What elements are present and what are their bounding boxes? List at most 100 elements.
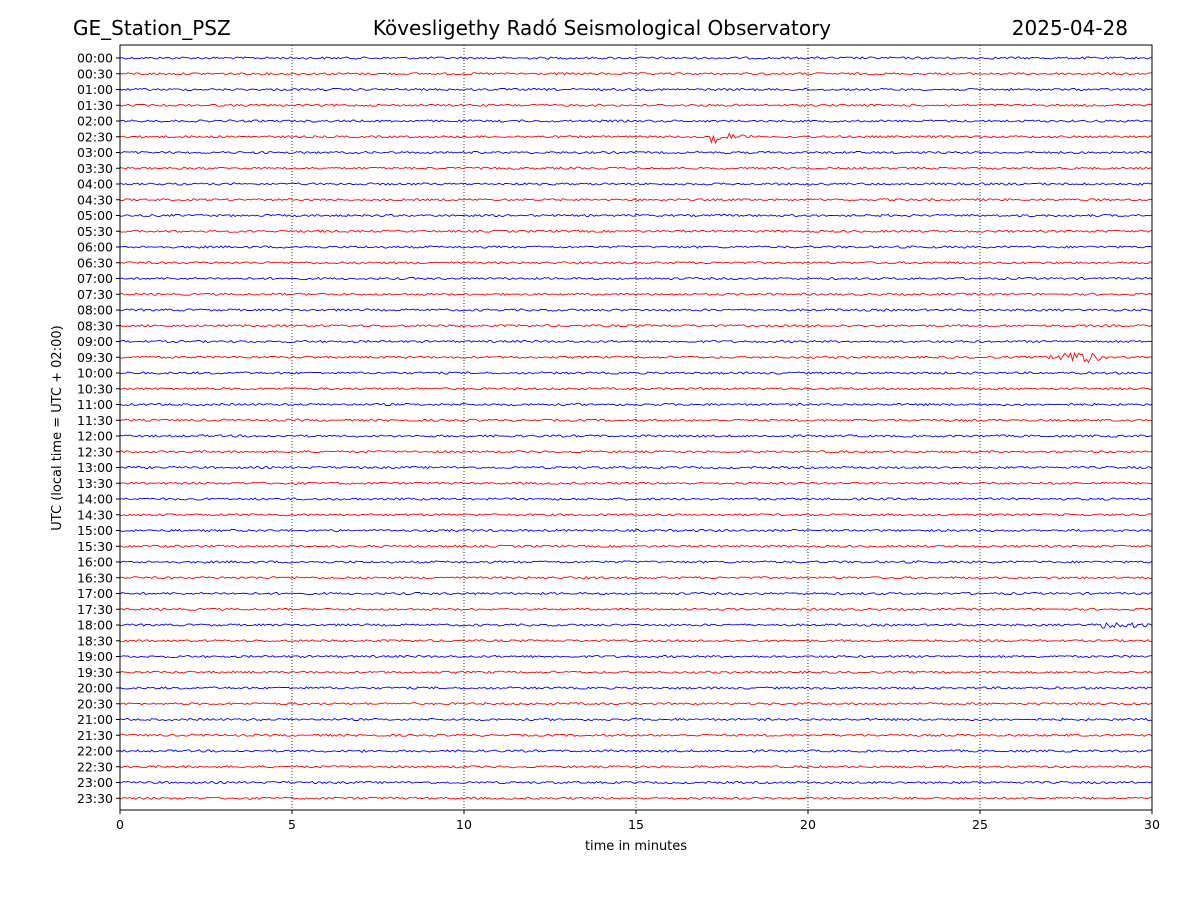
trace-row-1830 xyxy=(119,639,1152,643)
y-tick-label: 17:30 xyxy=(77,602,113,617)
y-tick-label: 10:30 xyxy=(77,381,113,396)
x-axis-label: time in minutes xyxy=(585,839,687,854)
trace-row-0500 xyxy=(120,213,1153,218)
y-tick-label: 13:30 xyxy=(77,476,113,491)
trace-row-1600 xyxy=(119,560,1153,564)
trace-row-2300 xyxy=(119,780,1153,785)
trace-row-1930 xyxy=(119,670,1153,674)
y-tick-label: 22:00 xyxy=(77,744,113,759)
trace-row-1700 xyxy=(119,591,1153,596)
y-tick-label: 06:00 xyxy=(77,240,113,255)
trace-row-0830 xyxy=(119,324,1153,328)
trace-row-1430 xyxy=(119,513,1153,517)
trace-row-1130 xyxy=(119,418,1152,422)
trace-row-0630 xyxy=(119,261,1153,265)
x-tick-label: 10 xyxy=(456,817,472,832)
y-tick-label: 07:30 xyxy=(77,287,113,302)
trace-row-0230 xyxy=(119,132,1152,145)
x-tick-label: 30 xyxy=(1144,817,1160,832)
y-tick-label: 07:00 xyxy=(77,271,113,286)
trace-row-0300 xyxy=(119,150,1153,155)
x-tick-label: 15 xyxy=(628,817,644,832)
y-tick-label: 01:00 xyxy=(77,82,113,97)
trace-row-0900 xyxy=(119,339,1152,344)
y-tick-label: 00:30 xyxy=(77,66,113,81)
y-tick-label: 22:30 xyxy=(77,759,113,774)
trace-row-0100 xyxy=(119,87,1153,92)
y-tick-label: 19:30 xyxy=(77,665,113,680)
y-tick-label: 05:30 xyxy=(77,224,113,239)
y-tick-label: 12:00 xyxy=(77,429,113,444)
trace-row-0030 xyxy=(119,72,1152,76)
y-tick-label: 13:00 xyxy=(77,460,113,475)
trace-row-0930 xyxy=(119,351,1153,364)
y-tick-label: 09:30 xyxy=(77,350,113,365)
trace-row-2000 xyxy=(119,686,1153,690)
trace-row-0530 xyxy=(119,229,1153,233)
trace-row-1000 xyxy=(119,371,1153,375)
y-tick-label: 11:00 xyxy=(77,397,113,412)
trace-row-0430 xyxy=(119,198,1153,202)
x-tick-label: 0 xyxy=(116,817,124,832)
trace-row-1500 xyxy=(119,528,1153,533)
y-tick-label: 23:30 xyxy=(77,791,113,806)
y-tick-label: 04:30 xyxy=(77,192,113,207)
trace-row-1230 xyxy=(119,450,1153,454)
trace-row-0000 xyxy=(119,56,1153,60)
y-tick-label: 20:00 xyxy=(77,681,113,696)
trace-row-0330 xyxy=(119,166,1153,170)
trace-row-1900 xyxy=(119,654,1153,659)
y-tick-label: 06:30 xyxy=(77,255,113,270)
trace-row-1030 xyxy=(119,387,1153,391)
y-tick-label: 17:00 xyxy=(77,586,113,601)
y-tick-labels: 00:0000:3001:0001:3002:0002:3003:0003:30… xyxy=(77,51,120,806)
x-tick-label: 20 xyxy=(800,817,816,832)
y-tick-label: 02:00 xyxy=(77,114,113,129)
y-tick-label: 01:30 xyxy=(77,98,113,113)
trace-row-2330 xyxy=(119,796,1153,800)
x-tick-label: 5 xyxy=(288,817,296,832)
y-axis-label: UTC (local time = UTC + 02:00) xyxy=(50,325,65,530)
y-tick-label: 00:00 xyxy=(77,51,113,66)
y-tick-label: 08:30 xyxy=(77,318,113,333)
y-tick-label: 19:00 xyxy=(77,649,113,664)
trace-row-1730 xyxy=(119,607,1153,611)
trace-row-0200 xyxy=(119,119,1153,123)
trace-row-0400 xyxy=(119,182,1153,186)
y-tick-label: 10:00 xyxy=(77,366,113,381)
y-tick-label: 23:00 xyxy=(77,775,113,790)
y-tick-label: 11:30 xyxy=(77,413,113,428)
trace-row-0600 xyxy=(119,245,1153,249)
y-tick-label: 18:00 xyxy=(77,618,113,633)
trace-row-1800 xyxy=(119,622,1153,629)
trace-row-0700 xyxy=(119,276,1153,281)
y-tick-label: 15:30 xyxy=(77,539,113,554)
plot-frame xyxy=(119,44,1153,811)
y-tick-label: 04:00 xyxy=(77,177,113,192)
trace-row-1530 xyxy=(119,544,1153,548)
trace-row-2100 xyxy=(119,717,1153,722)
trace-rows xyxy=(119,56,1153,800)
y-tick-label: 03:00 xyxy=(77,145,113,160)
trace-row-0130 xyxy=(119,103,1153,107)
trace-row-1400 xyxy=(119,497,1153,501)
x-tick-label: 25 xyxy=(972,817,988,832)
y-tick-label: 14:30 xyxy=(77,507,113,522)
y-tick-label: 21:30 xyxy=(77,728,113,743)
y-tick-label: 05:00 xyxy=(77,208,113,223)
trace-row-1100 xyxy=(119,402,1153,407)
y-tick-label: 12:30 xyxy=(77,444,113,459)
trace-row-0730 xyxy=(119,292,1153,296)
date-label: 2025-04-28 xyxy=(1012,16,1128,40)
trace-row-2130 xyxy=(119,733,1153,737)
y-tick-label: 18:30 xyxy=(77,633,113,648)
trace-row-1330 xyxy=(119,481,1153,485)
trace-row-2200 xyxy=(119,749,1153,754)
trace-row-0800 xyxy=(119,308,1153,312)
x-tick-labels: 0 5 10 15 20 25 30 xyxy=(116,810,1160,832)
trace-row-1200 xyxy=(119,434,1153,438)
y-tick-label: 09:00 xyxy=(77,334,113,349)
chart-title: Kövesligethy Radó Seismological Observat… xyxy=(373,16,831,40)
